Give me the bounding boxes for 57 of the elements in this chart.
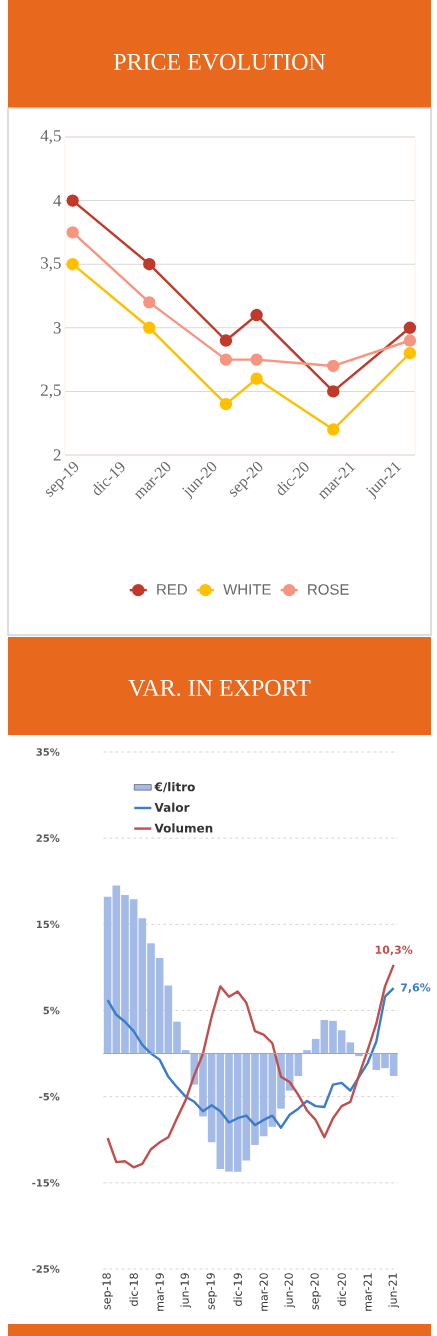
- y-tick-label: 3: [53, 322, 61, 334]
- x-tick-label: dic-19: [233, 1273, 242, 1306]
- x-tick-label: dic-18: [129, 1273, 138, 1306]
- point: [403, 321, 417, 334]
- x-tick-label: sep-19: [206, 1273, 217, 1310]
- y-tick-label: 35%: [36, 748, 60, 756]
- y-tick-label: 2,5: [40, 384, 61, 399]
- y-tick-label: -5%: [39, 1092, 60, 1101]
- x-tick-label: jun-21: [388, 1273, 399, 1308]
- x-tick-label: mar-20: [259, 1273, 268, 1311]
- point: [403, 347, 417, 360]
- y-tick-label: 4,5: [40, 130, 61, 144]
- point: [219, 353, 233, 366]
- legend-label: €/litro: [154, 782, 195, 793]
- point: [66, 194, 79, 207]
- point: [250, 308, 263, 322]
- chart-title: PRICE EVOLUTION: [113, 53, 326, 71]
- legend-label: ROSE: [308, 584, 349, 595]
- line-series: [106, 986, 395, 1129]
- y-tick-label: 4: [53, 195, 62, 207]
- y-tick-label: 15%: [36, 920, 60, 929]
- point: [327, 385, 340, 398]
- x-tick-label: dic-20: [337, 1273, 346, 1306]
- point: [219, 334, 233, 347]
- point: [250, 353, 263, 366]
- y-tick-label: 5%: [43, 1006, 60, 1015]
- legend-label: Valor: [154, 802, 190, 812]
- annotation: 7,6%: [400, 983, 431, 993]
- y-tick-label: 2: [53, 449, 61, 461]
- point: [143, 296, 156, 309]
- annotation: 10,3%: [375, 945, 413, 956]
- line-series: [106, 963, 395, 1169]
- point: [327, 423, 340, 436]
- point: [143, 321, 156, 334]
- y-tick-label: 3,5: [41, 257, 61, 272]
- chart-title: VAR. IN EXPORT: [128, 679, 311, 697]
- point: [66, 226, 79, 239]
- point: [66, 257, 79, 271]
- legend-label: RED: [157, 584, 187, 595]
- x-tick-label: sep-20: [310, 1273, 321, 1310]
- bar: [346, 1042, 355, 1054]
- legend-label: WHITE: [223, 584, 271, 595]
- x-tick-label: jun-19: [180, 1273, 191, 1308]
- x-tick-label: sep-18: [102, 1273, 113, 1310]
- y-tick-label: -25%: [32, 1265, 60, 1273]
- y-tick-label: 25%: [36, 834, 60, 842]
- bar: [294, 1053, 303, 1076]
- x-tick-label: jun-20: [284, 1273, 295, 1308]
- x-tick-label: mar-21: [363, 1273, 372, 1311]
- point: [250, 372, 263, 385]
- point: [403, 334, 417, 347]
- legend-label: Volumen: [154, 823, 213, 833]
- point: [219, 397, 233, 411]
- point: [327, 359, 340, 373]
- point: [143, 257, 156, 271]
- x-tick-label: mar-19: [155, 1273, 164, 1311]
- y-tick-label: -15%: [32, 1179, 60, 1187]
